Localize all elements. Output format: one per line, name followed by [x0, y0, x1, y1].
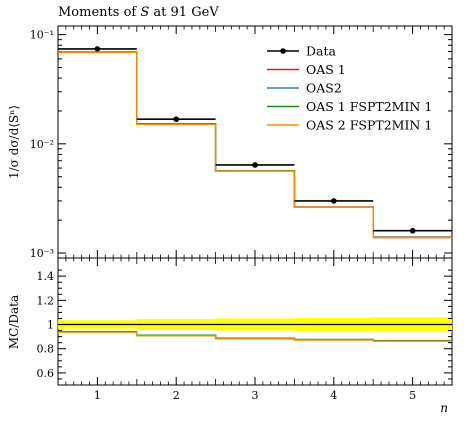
series-line-1: [58, 51, 452, 239]
legend: Data OAS 1 OAS2 OAS 1 FSPT2MIN 1 OAS 2 FSPT2…: [267, 44, 432, 133]
legend-label: OAS2: [306, 81, 342, 96]
y-tick-label: 10⁻¹: [30, 29, 54, 42]
ratio-tick-label: 0.6: [37, 367, 55, 380]
ratio-tick-label: 1.2: [37, 294, 55, 307]
ratio-tick-label: 1: [47, 319, 54, 332]
legend-label: OAS 1 FSPT2MIN 1: [306, 99, 432, 114]
ratio-series-line-3: [58, 331, 452, 342]
chart-title: Moments of S at 91 GeV: [58, 5, 219, 20]
legend-marker: [280, 48, 286, 54]
main-plot-frame: [57, 25, 453, 259]
legend-label: Data: [306, 44, 336, 59]
data-point: [173, 116, 179, 123]
data-points: [58, 46, 452, 234]
y-tick-label: 10⁻²: [30, 138, 54, 151]
main-y-ticks: 10⁻¹ 10⁻² 10⁻³: [30, 29, 452, 260]
x-tick-label: 1: [94, 389, 101, 402]
ratio-panel: 0.6 0.8 1 1.2 1.4 MC/Data: [7, 257, 453, 386]
data-point: [94, 46, 101, 52]
x-axis-ticks: 1 2 3 4 5: [65, 26, 453, 402]
x-tick-label: 3: [252, 389, 259, 402]
legend-label: OAS 1: [306, 62, 346, 77]
series-line-0: [58, 51, 452, 238]
ratio-tick-label: 0.8: [37, 343, 55, 356]
legend-label: OAS 2 FSPT2MIN 1: [306, 118, 432, 133]
x-tick-label: 4: [330, 389, 337, 402]
ratio-y-ticks: 0.6 0.8 1 1.2 1.4: [37, 269, 452, 380]
series-line-3: [58, 51, 452, 239]
main-series-lines: [58, 51, 452, 239]
data-point: [252, 162, 258, 168]
data-point: [409, 227, 416, 234]
x-tick-label: 2: [173, 389, 180, 402]
y-axis-label: 1/σ dσ/d⟨Sⁿ⟩: [7, 105, 21, 179]
ratio-series-lines: [58, 330, 452, 342]
data-point: [331, 198, 337, 204]
x-axis-label: n: [440, 401, 448, 415]
ratio-uncertainty-band: [58, 317, 452, 332]
main-panel: 10⁻¹ 10⁻² 10⁻³ Data OAS 1 OAS2 OAS 1 FSPT2MIN…: [7, 25, 453, 260]
series-line-2: [58, 51, 452, 239]
y-tick-label: 10⁻³: [30, 247, 54, 260]
x-tick-label: 5: [409, 389, 416, 402]
ratio-tick-label: 1.4: [37, 270, 55, 283]
ratio-y-axis-label: MC/Data: [7, 295, 21, 349]
